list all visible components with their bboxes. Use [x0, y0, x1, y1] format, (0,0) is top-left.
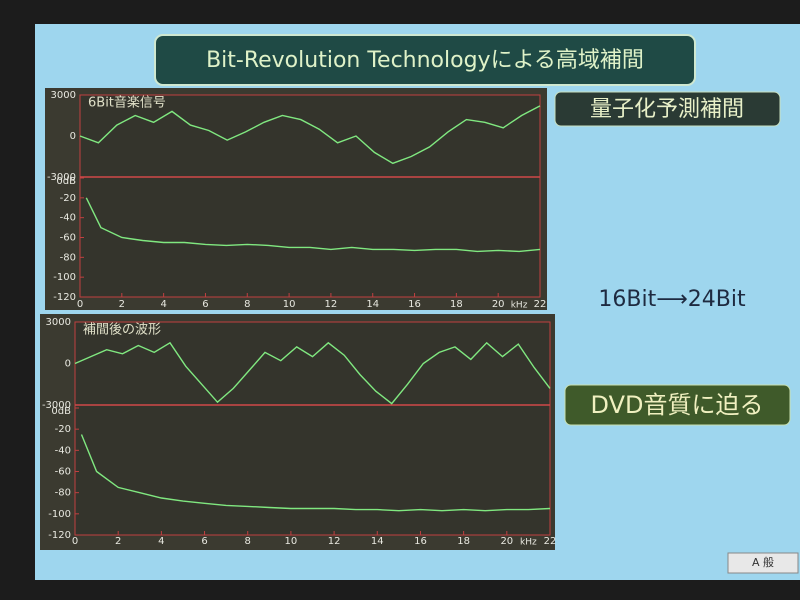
x-tick-label: 2 [115, 536, 121, 547]
x-tick-label: 14 [366, 299, 379, 310]
y-tick-label: -80 [60, 252, 76, 263]
y-tick-label: -40 [60, 213, 76, 224]
waveform-label: 補間後の波形 [83, 323, 161, 338]
x-unit: kHz [511, 301, 528, 311]
y-tick-label: -3000 [47, 172, 76, 183]
x-tick-label: 14 [371, 536, 384, 547]
y-tick-label: 3000 [51, 90, 76, 101]
x-unit: kHz [520, 538, 537, 548]
spectrum-line [80, 434, 551, 512]
x-tick-label: 22 [544, 536, 557, 547]
x-tick-label: 8 [244, 299, 250, 310]
y-tick-label: 0dB [51, 406, 71, 417]
y-tick-label: -40 [55, 445, 71, 456]
result-box [564, 384, 791, 426]
x-tick-label: 20 [500, 536, 513, 547]
waveform-line [74, 341, 551, 405]
x-tick-label: 6 [201, 536, 207, 547]
x-tick-label: 0 [77, 299, 83, 310]
y-tick-label: 0 [65, 359, 71, 370]
y-tick-label: -80 [55, 488, 71, 499]
x-tick-label: 6 [202, 299, 208, 310]
y-tick-label: -60 [60, 233, 76, 244]
x-tick-label: 22 [534, 299, 547, 310]
method-box [554, 91, 781, 127]
plot-area [79, 94, 541, 298]
y-tick-label: -60 [55, 467, 71, 478]
x-tick-label: 20 [492, 299, 505, 310]
plot-area [74, 321, 551, 536]
x-tick-label: 18 [457, 536, 470, 547]
y-tick-label: -3000 [42, 400, 71, 411]
result-label: DVD音質に迫る [591, 391, 764, 419]
x-tick-label: 16 [408, 299, 421, 310]
method-label: 量子化予測補間 [590, 97, 744, 122]
x-tick-label: 4 [160, 299, 166, 310]
x-tick-label: 12 [325, 299, 338, 310]
y-tick-label: -20 [60, 193, 76, 204]
bits-label: 16Bit⟶24Bit [598, 287, 746, 312]
y-tick-label: -100 [48, 509, 71, 520]
spectrum-line [85, 197, 541, 253]
toolbar [727, 552, 799, 574]
toolbar-label: A 般 [752, 556, 774, 569]
x-tick-label: 10 [285, 536, 298, 547]
y-tick-label: -120 [53, 292, 76, 303]
x-tick-label: 0 [72, 536, 78, 547]
x-tick-label: 8 [245, 536, 251, 547]
x-tick-label: 18 [450, 299, 463, 310]
title-box [154, 34, 696, 86]
x-tick-label: 10 [283, 299, 296, 310]
y-tick-label: -20 [55, 424, 71, 435]
y-tick-label: -100 [53, 272, 76, 283]
slide-title: Bit-Revolution Technologyによる高域補間 [206, 48, 644, 73]
y-tick-label: 0 [70, 131, 76, 142]
y-tick-label: 3000 [46, 317, 71, 328]
waveform-label: 6Bit音楽信号 [88, 95, 166, 111]
x-tick-label: 12 [328, 536, 341, 547]
x-tick-label: 2 [119, 299, 125, 310]
y-tick-label: -120 [48, 530, 71, 541]
waveform-line [79, 105, 541, 165]
x-tick-label: 16 [414, 536, 427, 547]
x-tick-label: 4 [158, 536, 164, 547]
y-tick-label: 0dB [56, 176, 76, 187]
